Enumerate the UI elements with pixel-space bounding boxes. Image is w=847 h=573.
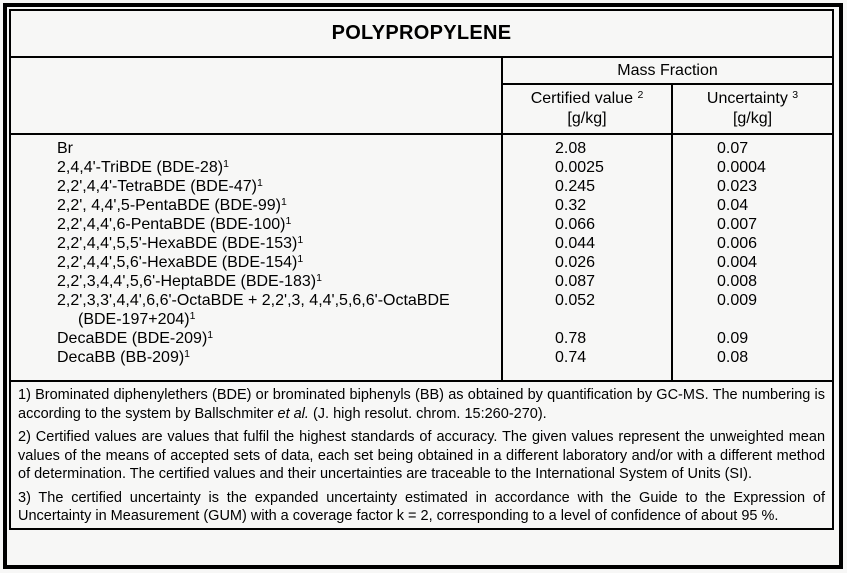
substance-name-cell: 2,2',4,4',5,5'-HexaBDE (BDE-153)1: [9, 234, 503, 253]
page-title: POLYPROPYLENE: [8, 9, 835, 58]
empty-header-cell: [9, 56, 503, 135]
column-header-row: Certified value 2 [g/kg] Uncertainty 3 […: [10, 83, 835, 135]
certified-value-cell: 0.74: [501, 348, 673, 381]
footnote-1-text: 1) Brominated diphenylethers (BDE) or br…: [18, 387, 826, 422]
certified-value-cell: 0.087: [501, 272, 673, 291]
table-row: Br 2.08 0.07: [9, 134, 835, 158]
table-row: DecaBDE (BDE-209)1 0.78 0.09: [9, 329, 835, 348]
uncertainty-cell: 0.07: [670, 134, 835, 158]
uncertainty-cell: 0.008: [670, 272, 835, 291]
certified-value-cell: 0.026: [501, 253, 673, 272]
uncertainty-cell: 0.007: [670, 215, 835, 234]
page-frame: POLYPROPYLENE Mass Fraction Certified va…: [3, 3, 843, 569]
substance-name-cell: 2,2',4,4',6-PentaBDE (BDE-100)1: [9, 215, 503, 234]
table-row: 2,2',4,4',5,6'-HexaBDE (BDE-154)1 0.026 0.…: [9, 253, 835, 272]
footnote-3: 3) The certified uncertainty is the expa…: [18, 489, 826, 525]
table-row: 2,2',4,4',6-PentaBDE (BDE-100)1 0.066 0.00…: [9, 215, 835, 234]
uncertainty-cell: 0.006: [670, 234, 835, 253]
column-label: Certified value: [530, 90, 633, 107]
certified-value-cell: 0.044: [501, 234, 673, 253]
footnote-ref: 1: [297, 253, 304, 265]
footnotes-body: 1) Brominated diphenylethers (BDE) or br…: [8, 380, 835, 530]
footnote-ref: 1: [297, 234, 304, 246]
substance-name-cell: 2,2', 4,4',5-PentaBDE (BDE-99)1: [9, 196, 503, 215]
certified-value-cell: 0.32: [501, 196, 673, 215]
uncertainty-cell: 0.0004: [670, 158, 835, 177]
certified-value-cell: 0.78: [501, 329, 673, 348]
footnotes-row: 1) Brominated diphenylethers (BDE) or br…: [8, 380, 835, 530]
certified-value-cell: 0.052: [501, 291, 673, 329]
footnote-ref: 1: [316, 272, 322, 284]
certified-value-cell: 2.08: [501, 134, 673, 158]
table-row: 2,2',3,4,4',5,6'-HeptaBDE (BDE-183)1 0.08…: [9, 272, 835, 291]
mass-fraction-header: Mass Fraction: [500, 56, 835, 85]
title-row: POLYPROPYLENE: [8, 9, 835, 58]
certified-value-cell: 0.066: [501, 215, 673, 234]
footnote-1-italic: et al.: [277, 405, 309, 422]
data-rows: Br 2.08 0.07 2,4,4'-TriBDE (BDE-28)1 0.0025 0…: [9, 134, 835, 381]
footnote-ref: 3: [792, 89, 799, 101]
substance-name-cell: 2,2',3,4,4',5,6'-HeptaBDE (BDE-183)1: [9, 272, 503, 291]
substance-name-cell: 2,2',4,4',5,6'-HexaBDE (BDE-154)1: [9, 253, 503, 272]
table-row: 2,2', 4,4',5-PentaBDE (BDE-99)1 0.32 0.04: [9, 196, 835, 215]
certificate-table: POLYPROPYLENE Mass Fraction Certified va…: [8, 9, 835, 530]
footnote-ref: 1: [184, 348, 191, 360]
footnote-1-tail: (J. high resolut. chrom. 15:260-270).: [308, 405, 547, 422]
footnote-ref: 1: [281, 196, 287, 208]
footnote-1: 1) Brominated diphenylethers (BDE) or br…: [18, 386, 825, 423]
footnote-ref: 1: [207, 329, 214, 341]
substance-name-line2: (BDE-197+204)1: [78, 310, 196, 328]
footnote-ref: 1: [223, 158, 229, 170]
uncertainty-cell: 0.04: [670, 196, 835, 215]
footnote-ref: 2: [637, 89, 644, 101]
certified-value-cell: 0.0025: [501, 158, 673, 177]
table-row: 2,2',4,4'-TetraBDE (BDE-47)1 0.245 0.023: [9, 177, 835, 196]
uncertainty-cell: 0.08: [670, 348, 835, 381]
column-label: Uncertainty: [706, 90, 788, 107]
table-row: DecaBB (BB-209)1 0.74 0.08: [9, 348, 835, 381]
table-row: 2,2',4,4',5,5'-HexaBDE (BDE-153)1 0.044 0.…: [9, 234, 835, 253]
column-unit: [g/kg]: [567, 110, 607, 127]
column-header-certified-value: Certified value 2 [g/kg]: [501, 83, 673, 135]
column-header-uncertainty: Uncertainty 3 [g/kg]: [670, 83, 835, 135]
footnote-2: 2) Certified values are values that fulf…: [18, 429, 826, 482]
substance-name-cell: 2,2',3,3',4,4',6,6'-OctaBDE + 2,2',3, 4,…: [9, 291, 503, 329]
uncertainty-cell: 0.004: [670, 253, 835, 272]
table-row: 2,2',3,3',4,4',6,6'-OctaBDE + 2,2',3, 4,…: [9, 291, 835, 329]
footnote-ref: 1: [285, 215, 292, 227]
table-header: POLYPROPYLENE Mass Fraction Certified va…: [8, 9, 835, 135]
substance-name-cell: DecaBDE (BDE-209)1: [9, 329, 503, 348]
substance-name-cell: Br: [9, 134, 503, 158]
substance-name-cell: 2,2',4,4'-TetraBDE (BDE-47)1: [9, 177, 503, 196]
column-unit: [g/kg]: [732, 110, 773, 127]
substance-name-cell: 2,4,4'-TriBDE (BDE-28)1: [9, 158, 503, 177]
group-header-row: Mass Fraction: [9, 56, 835, 135]
table-row: 2,4,4'-TriBDE (BDE-28)1 0.0025 0.0004: [9, 158, 835, 177]
footnote-ref: 1: [189, 310, 196, 322]
uncertainty-cell: 0.09: [670, 329, 835, 348]
footnotes-section: 1) Brominated diphenylethers (BDE) or br…: [8, 380, 835, 530]
footnote-ref: 1: [256, 177, 263, 189]
substance-name-cell: DecaBB (BB-209)1: [9, 348, 503, 381]
certified-value-cell: 0.245: [501, 177, 673, 196]
uncertainty-cell: 0.023: [670, 177, 835, 196]
uncertainty-cell: 0.009: [670, 291, 835, 329]
